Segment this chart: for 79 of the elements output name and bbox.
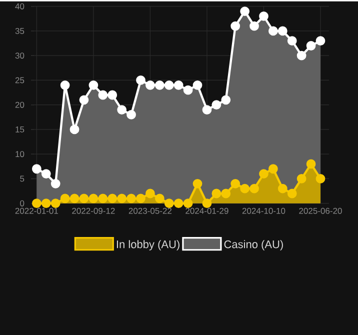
point	[296, 50, 306, 60]
point	[50, 178, 60, 188]
point	[60, 194, 70, 203]
point	[268, 164, 278, 174]
point	[41, 168, 51, 178]
point	[154, 80, 164, 90]
point	[79, 194, 89, 203]
point	[174, 80, 184, 90]
point	[164, 198, 174, 208]
point	[32, 198, 42, 208]
point	[296, 174, 306, 184]
point	[174, 198, 184, 208]
x-tick-label: 2022-09-12	[72, 208, 115, 214]
point	[70, 194, 80, 203]
point	[154, 194, 164, 203]
point	[278, 184, 288, 194]
point	[60, 80, 70, 90]
point	[192, 80, 202, 90]
point	[221, 188, 231, 198]
point	[117, 104, 127, 114]
legend-label: Casino (AU)	[224, 240, 283, 250]
point	[108, 194, 118, 203]
point	[192, 178, 202, 188]
x-tick-label: 2024-10-10	[242, 208, 286, 214]
point	[240, 6, 250, 16]
point	[79, 95, 89, 104]
point	[287, 188, 297, 198]
point	[164, 80, 174, 90]
point	[98, 90, 108, 100]
point	[108, 90, 118, 100]
point	[306, 40, 316, 50]
point	[136, 194, 146, 203]
point	[230, 21, 240, 31]
point	[126, 110, 136, 120]
point	[250, 184, 259, 194]
point	[202, 104, 212, 114]
point	[183, 85, 193, 95]
y-tick-label: 40	[15, 3, 24, 10]
x-tick-label: 2025-06-20	[299, 208, 342, 214]
point	[88, 194, 98, 203]
point	[50, 198, 60, 208]
point	[278, 26, 288, 36]
point	[212, 188, 222, 198]
point	[146, 80, 155, 90]
y-tick-label: 20	[15, 102, 24, 108]
point	[268, 26, 278, 36]
x-tick-label: 2023-05-22	[128, 208, 172, 214]
point	[117, 194, 127, 203]
y-tick-label: 35	[15, 28, 24, 34]
point	[287, 36, 297, 46]
point	[41, 198, 51, 208]
x-tick-label: 2022-01-01	[15, 208, 58, 214]
point	[136, 75, 146, 85]
point	[259, 11, 268, 21]
point	[183, 198, 193, 208]
y-tick-label: 0	[20, 200, 24, 206]
point	[126, 194, 136, 203]
x-tick-label: 2024-01-29	[186, 208, 228, 214]
y-tick-label: 25	[15, 77, 24, 84]
y-tick-label: 5	[20, 176, 24, 182]
point	[240, 184, 250, 194]
point	[316, 36, 326, 46]
point	[202, 198, 212, 208]
point	[70, 124, 80, 134]
y-tick-label: 10	[16, 150, 24, 157]
point	[250, 21, 259, 31]
point	[230, 178, 240, 188]
point	[146, 188, 155, 198]
point	[259, 168, 268, 178]
point	[98, 194, 108, 203]
point	[32, 164, 42, 174]
point	[88, 80, 98, 90]
point	[221, 95, 231, 104]
y-tick-label: 15	[16, 126, 24, 132]
point	[212, 100, 222, 110]
point	[316, 174, 326, 184]
legend-label: In lobby (AU)	[116, 240, 180, 250]
point	[306, 159, 316, 168]
y-tick-label: 30	[15, 52, 24, 58]
